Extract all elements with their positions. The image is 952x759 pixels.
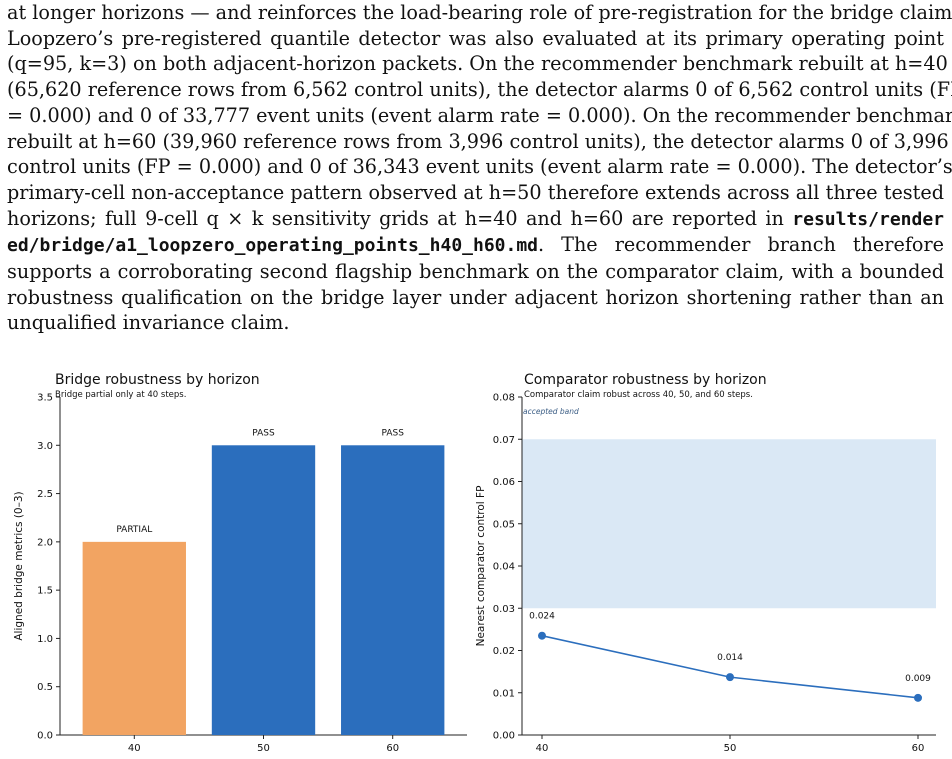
chart-subtitle: Bridge partial only at 40 steps. <box>55 390 186 400</box>
x-tick-label: 60 <box>912 743 925 754</box>
y-tick-label: 0.01 <box>493 688 515 699</box>
y-tick-label: 0.05 <box>493 519 515 530</box>
y-axis-label: Aligned bridge metrics (0–3) <box>13 491 25 640</box>
bar <box>211 445 316 735</box>
bar <box>82 541 186 735</box>
x-tick-label: 50 <box>257 743 270 754</box>
paragraph-text: horizons; full 9-cell q × k sensitivity … <box>7 206 793 230</box>
paragraph-line: = 0.000) and 0 of 33,777 event units (ev… <box>7 103 952 127</box>
y-tick-label: 0.07 <box>493 435 515 446</box>
y-tick-label: 2.5 <box>37 489 53 500</box>
band-label: accepted band <box>523 407 579 416</box>
y-tick-label: 0.02 <box>493 646 515 657</box>
x-tick-label: 60 <box>386 743 399 754</box>
y-tick-label: 1.0 <box>37 634 53 645</box>
chart-subtitle: Comparator claim robust across 40, 50, a… <box>524 390 753 400</box>
y-tick-label: 0.0 <box>37 731 53 742</box>
point-label: 0.009 <box>905 674 931 684</box>
chart-title: Bridge robustness by horizon <box>55 372 260 388</box>
paragraph-line: robustness qualification on the bridge l… <box>7 285 944 309</box>
x-tick-label: 40 <box>128 743 141 754</box>
paragraph-line: supports a corroborating second flagship… <box>7 260 944 284</box>
paragraph-line: unqualified invariance claim. <box>7 311 290 335</box>
paragraph-line-with-code: ed/bridge/a1_loopzero_operating_points_h… <box>7 232 944 259</box>
paragraph-line: Loopzero’s pre-registered quantile detec… <box>7 26 944 50</box>
paragraph-line: (65,620 reference rows from 6,562 contro… <box>7 78 952 102</box>
paragraph-text: . The recommender branch therefore <box>538 233 944 257</box>
data-point <box>538 631 546 640</box>
body-paragraph: at longer horizons — and reinforces the … <box>7 0 952 336</box>
bar <box>341 445 445 735</box>
y-tick-label: 3.5 <box>37 393 53 404</box>
paragraph-line: control units (FP = 0.000) and 0 of 36,3… <box>7 155 952 179</box>
bar-chart-bridge: Bridge robustness by horizon Bridge part… <box>13 372 467 754</box>
inline-code-path-start: results/render <box>792 208 944 230</box>
paragraph-line: at longer horizons — and reinforces the … <box>7 1 952 24</box>
paragraph-line: rebuilt at h=60 (39,960 reference rows f… <box>7 129 949 153</box>
bar-label: PASS <box>381 428 404 438</box>
y-tick-label: 0.03 <box>493 604 515 615</box>
x-tick-label: 40 <box>536 743 549 754</box>
inline-code-path-end: ed/bridge/a1_loopzero_operating_points_h… <box>7 235 539 257</box>
bar-label: PASS <box>252 428 275 438</box>
y-tick-label: 0.04 <box>493 562 515 573</box>
x-tick-label: 50 <box>724 743 737 754</box>
y-tick-label: 1.5 <box>37 586 53 597</box>
paragraph-line-with-code: horizons; full 9-cell q × k sensitivity … <box>7 206 944 233</box>
y-tick-label: 0.08 <box>493 393 515 404</box>
bar-label: PARTIAL <box>116 525 152 535</box>
paragraph-line: (q=95, k=3) on both adjacent-horizon pac… <box>7 52 948 76</box>
y-axis-label: Nearest comparator control FP <box>475 486 487 647</box>
point-label: 0.014 <box>717 653 743 663</box>
y-tick-label: 0.06 <box>493 477 515 488</box>
data-point <box>726 673 734 682</box>
y-tick-label: 3.0 <box>37 441 53 452</box>
y-tick-label: 0.5 <box>37 682 53 693</box>
data-point <box>914 693 922 702</box>
accepted-band <box>522 439 936 609</box>
chart-title: Comparator robustness by horizon <box>524 372 767 388</box>
paragraph-line: primary-cell non-acceptance pattern obse… <box>7 180 944 204</box>
figure-two-panels: Bridge robustness by horizon Bridge part… <box>13 372 936 754</box>
point-label: 0.024 <box>529 612 555 622</box>
series-line <box>541 634 919 699</box>
y-tick-label: 2.0 <box>37 537 53 548</box>
y-tick-label: 0.00 <box>493 731 515 742</box>
line-chart-comparator: Comparator robustness by horizon Compara… <box>475 372 936 754</box>
